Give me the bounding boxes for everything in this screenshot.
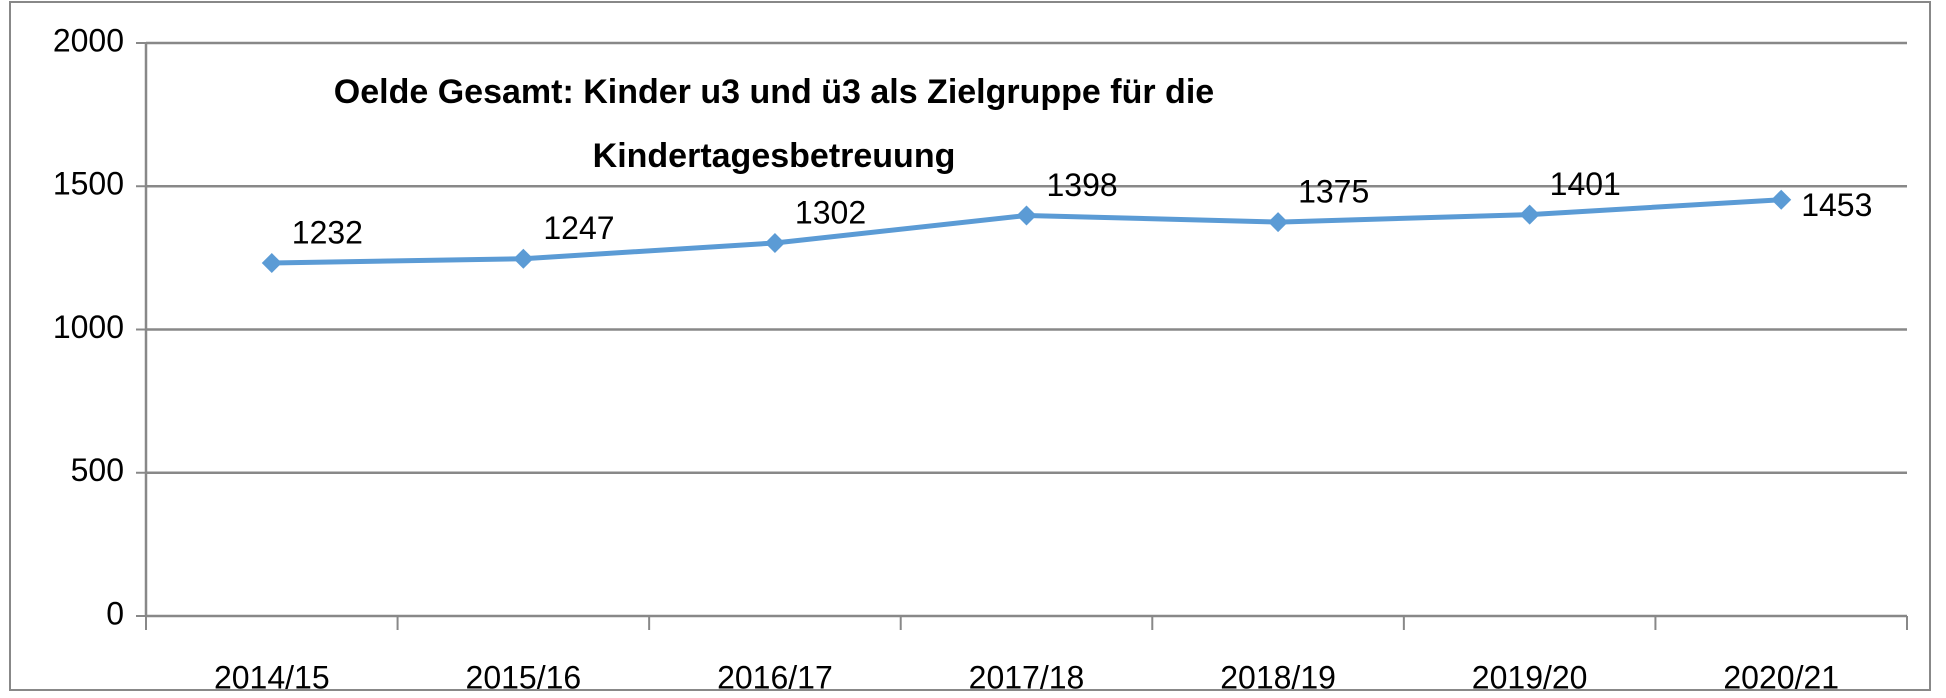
data-label: 1401 — [1550, 166, 1621, 202]
data-point — [513, 248, 534, 269]
data-label: 1302 — [795, 194, 866, 230]
data-label: 1375 — [1298, 174, 1369, 210]
y-tick-label: 1000 — [53, 309, 124, 345]
data-point — [1771, 189, 1792, 210]
x-tick-label: 2020/21 — [1723, 659, 1839, 695]
x-tick-label: 2016/17 — [717, 659, 833, 695]
data-label: 1247 — [543, 210, 614, 246]
x-tick-label: 2019/20 — [1472, 659, 1588, 695]
y-tick-label: 500 — [71, 452, 124, 488]
x-tick-label: 2018/19 — [1220, 659, 1336, 695]
data-point — [764, 232, 785, 253]
data-label: 1398 — [1047, 167, 1118, 203]
y-tick-label: 2000 — [53, 22, 124, 58]
x-tick-label: 2015/16 — [466, 659, 582, 695]
x-tick-label: 2017/18 — [969, 659, 1085, 695]
data-point — [1268, 212, 1289, 233]
x-tick-label: 2014/15 — [214, 659, 330, 695]
data-label: 1453 — [1801, 187, 1872, 223]
y-tick-label: 1500 — [53, 166, 124, 202]
data-point — [261, 253, 282, 274]
data-point — [1016, 205, 1037, 226]
data-point — [1519, 204, 1540, 225]
chart-title: Oelde Gesamt: Kinder u3 und ü3 als Zielg… — [333, 73, 1215, 175]
chart-frame — [9, 1, 1931, 691]
data-label: 1232 — [292, 214, 363, 250]
y-tick-label: 0 — [106, 595, 124, 631]
